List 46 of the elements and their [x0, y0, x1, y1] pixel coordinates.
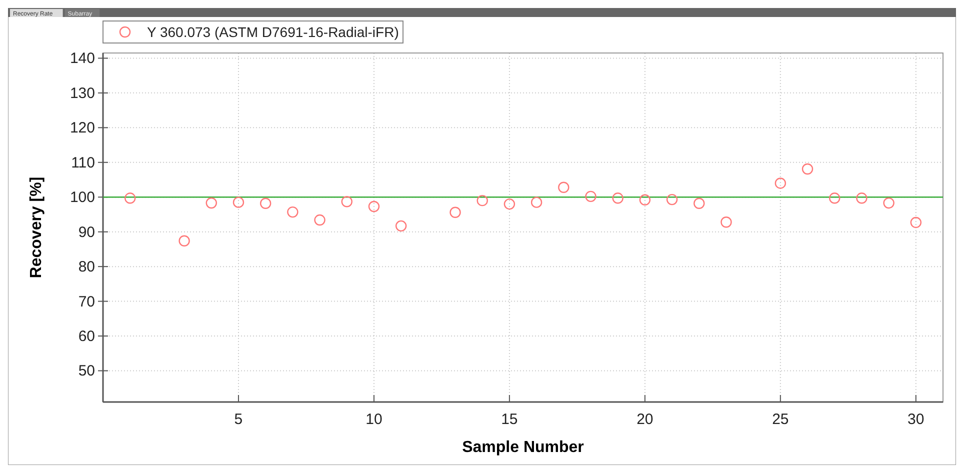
point — [504, 198, 516, 210]
y-tick-label: 70 — [78, 293, 95, 310]
x-axis-title: Sample Number — [462, 439, 584, 456]
y-tick-label: 100 — [70, 189, 95, 206]
point — [802, 163, 814, 175]
point — [341, 196, 352, 208]
point — [612, 192, 624, 204]
x-tick-label: 25 — [772, 411, 789, 428]
point — [178, 235, 190, 246]
point — [395, 220, 407, 232]
y-tick-label: 110 — [71, 154, 95, 172]
point — [260, 198, 272, 209]
y-axis-title: Recovery [%] — [28, 176, 45, 278]
point — [694, 198, 705, 209]
point — [232, 196, 244, 208]
point — [720, 216, 732, 228]
x-tick-label: 15 — [501, 411, 518, 428]
x-tick-label: 5 — [234, 411, 243, 428]
point — [883, 197, 894, 209]
point — [368, 200, 380, 212]
y-tick-label: 60 — [78, 328, 95, 346]
x-tick-label: 30 — [908, 411, 924, 428]
x-tick-label: 20 — [636, 411, 654, 428]
point — [314, 214, 326, 226]
point — [829, 192, 840, 204]
y-tick-label: 80 — [78, 258, 95, 276]
point — [450, 206, 461, 218]
point — [910, 216, 922, 228]
point — [476, 194, 488, 206]
point — [856, 192, 868, 204]
y-tick-label: 90 — [78, 224, 95, 241]
point — [530, 196, 542, 208]
y-tick-label: 140 — [70, 50, 95, 68]
y-tick-label: 130 — [70, 84, 95, 102]
point — [558, 182, 570, 193]
point — [287, 206, 298, 218]
legend-label: Y 360.073 (ASTM D7691-16-Radial-iFR) — [147, 24, 399, 40]
point — [666, 194, 678, 206]
point — [124, 192, 136, 204]
point — [585, 190, 596, 202]
y-tick-label: 50 — [78, 362, 95, 380]
point — [774, 178, 786, 189]
point — [206, 197, 217, 209]
point — [639, 194, 651, 206]
x-tick-label: 10 — [366, 411, 382, 428]
y-tick-label: 120 — [70, 120, 95, 137]
